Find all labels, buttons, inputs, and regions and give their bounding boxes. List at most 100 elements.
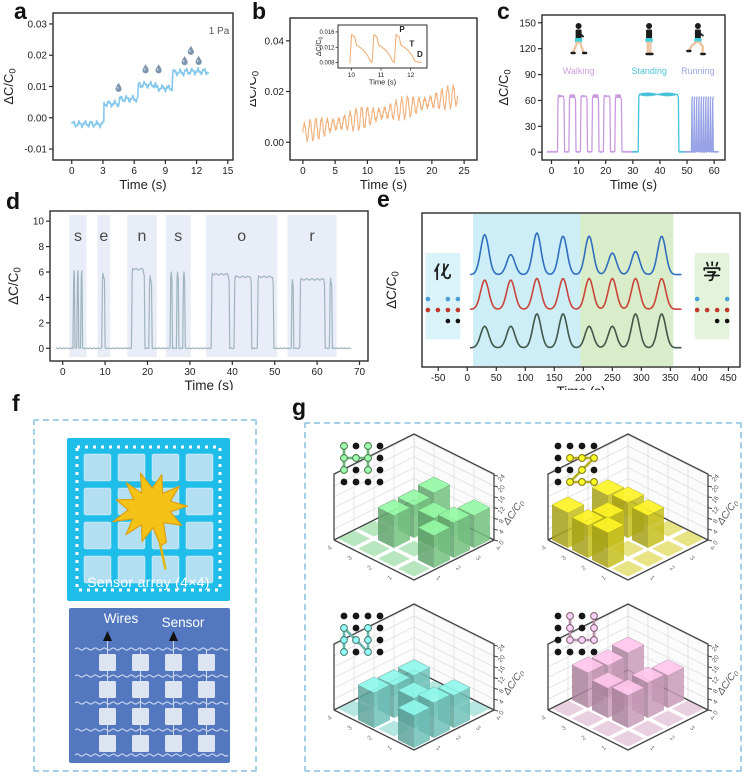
svg-text:10: 10 (573, 166, 585, 177)
svg-text:ΔC/C0: ΔC/C0 (501, 668, 524, 698)
svg-text:D: D (417, 50, 423, 59)
svg-text:0.02: 0.02 (265, 87, 285, 98)
svg-text:4: 4 (326, 714, 334, 722)
svg-text:ΔC/C0: ΔC/C0 (384, 271, 401, 309)
svg-text:2: 2 (38, 318, 44, 329)
sensor-cell (132, 735, 149, 752)
sensor-cell (83, 487, 112, 516)
svg-text:8: 8 (712, 688, 720, 695)
svg-text:16: 16 (497, 665, 507, 675)
svg-text:90: 90 (525, 70, 537, 81)
person-standing-icon (645, 23, 654, 56)
svg-text:15: 15 (222, 166, 234, 177)
svg-text:150: 150 (519, 18, 536, 29)
svg-text:0: 0 (549, 166, 555, 177)
svg-text:4: 4 (494, 715, 502, 723)
svg-text:0: 0 (712, 539, 720, 546)
svg-text:ΔC/C0: ΔC/C0 (715, 668, 738, 698)
sensor-cell (99, 708, 116, 725)
svg-text:0.012: 0.012 (319, 45, 335, 51)
water-droplet-icon (155, 64, 162, 74)
svg-text:ΔC/C0: ΔC/C0 (6, 267, 23, 305)
svg-text:-0.01: -0.01 (24, 145, 47, 156)
svg-text:2: 2 (668, 565, 676, 573)
svg-text:3: 3 (474, 725, 482, 733)
sensor-cell (165, 735, 182, 752)
svg-text:6: 6 (38, 268, 44, 279)
svg-text:3: 3 (100, 166, 106, 177)
svg-text:60: 60 (709, 166, 721, 177)
svg-text:12: 12 (407, 72, 415, 79)
svg-text:0: 0 (69, 166, 75, 177)
svg-text:3: 3 (560, 554, 568, 562)
svg-text:20: 20 (426, 166, 438, 177)
svg-text:350: 350 (662, 373, 679, 384)
svg-text:1: 1 (600, 574, 608, 582)
svg-text:250: 250 (604, 373, 621, 384)
svg-text:12: 12 (711, 505, 721, 515)
svg-text:25: 25 (459, 166, 471, 177)
svg-text:T: T (409, 40, 414, 49)
svg-text:8: 8 (38, 242, 44, 253)
svg-text:24: 24 (497, 473, 507, 483)
sensor-cell (185, 555, 214, 584)
sensor-cell (185, 521, 214, 550)
person-running-icon (686, 23, 706, 56)
svg-text:Time (s): Time (s) (185, 378, 234, 390)
svg-text:40: 40 (654, 166, 666, 177)
svg-text:4: 4 (494, 545, 502, 553)
sensor-array-graphic (75, 445, 222, 592)
svg-text:s: s (74, 228, 82, 245)
chinese-character-xue (703, 261, 721, 282)
svg-text:4: 4 (38, 293, 44, 304)
svg-text:P: P (399, 25, 405, 34)
svg-text:15: 15 (394, 166, 406, 177)
svg-text:ΔC/C0: ΔC/C0 (496, 69, 512, 105)
sensor-cell (198, 681, 215, 698)
sensor-cell (132, 654, 149, 671)
svg-text:Standing: Standing (631, 66, 667, 76)
svg-text:1 Pa: 1 Pa (209, 26, 230, 37)
svg-text:4: 4 (712, 698, 720, 705)
svg-text:3: 3 (346, 554, 354, 562)
sensor-cell (151, 453, 180, 482)
panel-label-b: b (252, 0, 267, 24)
sensor-cell (132, 681, 149, 698)
svg-text:2: 2 (580, 564, 588, 572)
svg-text:400: 400 (691, 373, 708, 384)
svg-text:12: 12 (497, 505, 507, 515)
sensor-cell (117, 453, 146, 482)
svg-text:s: s (174, 228, 182, 245)
svg-text:0.02: 0.02 (28, 51, 48, 62)
svg-text:2: 2 (366, 734, 374, 742)
svg-text:ΔC/C0: ΔC/C0 (501, 498, 524, 528)
panel-label-c: c (497, 0, 510, 24)
sensor-label: Sensor (161, 615, 205, 630)
svg-text:5: 5 (332, 166, 338, 177)
sensor-cell (83, 555, 112, 584)
sensor-cell (99, 654, 116, 671)
svg-text:ΔC/C0: ΔC/C0 (316, 37, 324, 57)
sensor-cell (83, 453, 112, 482)
svg-text:0: 0 (498, 709, 506, 716)
svg-text:12: 12 (191, 166, 203, 177)
svg-text:ΔC/C0: ΔC/C0 (715, 498, 738, 528)
panel-g: 0 4 8 12 16 20 24 1 1 2 2 3 3 4 4 ΔC/C0 0 4 8 12 16 20 24 1 1 2 2… (290, 390, 750, 778)
svg-text:2: 2 (454, 735, 462, 743)
sensor-array-photo: Sensor array (4×4) (67, 438, 230, 601)
water-droplet-icon (195, 55, 202, 65)
svg-text:1: 1 (434, 745, 442, 753)
svg-text:4: 4 (498, 528, 506, 535)
dot-pattern-H (340, 442, 384, 486)
svg-text:0: 0 (38, 344, 44, 355)
svg-text:e: e (99, 228, 108, 245)
svg-text:1: 1 (600, 744, 608, 752)
svg-text:30: 30 (184, 367, 196, 378)
svg-text:50: 50 (491, 373, 503, 384)
svg-text:r: r (309, 228, 315, 245)
svg-text:450: 450 (720, 373, 737, 384)
svg-text:n: n (138, 228, 147, 245)
chart-a-pressure-line: 0 3 6 9 12 15 -0.01 0.00 0.01 0.02 0.03 Time (s) ΔC/… (1, 12, 234, 192)
svg-text:0.01: 0.01 (28, 82, 48, 93)
sensor-cell (165, 708, 182, 725)
